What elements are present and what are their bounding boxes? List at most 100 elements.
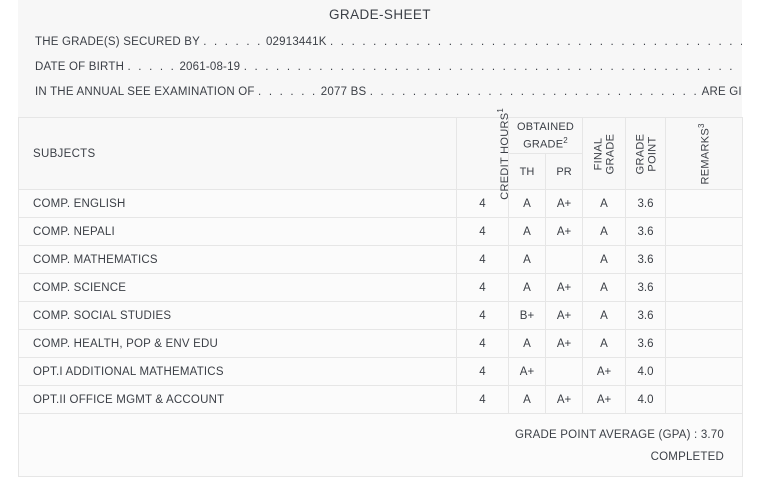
intro-line1-value: 02913441K <box>265 36 327 48</box>
cell-grade-point: 3.6 <box>625 245 667 274</box>
obtained-grade-footnote: 2 <box>563 135 568 145</box>
grade-table-wrap: SUBJECTS CREDIT HOURS1 OBTAINED GRADE2 F… <box>17 108 744 477</box>
cell-remarks <box>665 357 744 386</box>
cell-pr <box>544 245 584 274</box>
cell-remarks <box>665 329 744 358</box>
credit-hours-footnote: 1 <box>496 107 506 113</box>
cell-pr: A+ <box>544 189 584 218</box>
cell-final-grade: A <box>582 301 627 330</box>
intro-line3-dots-after: . . . . . . . . . . . . . . . . . . . . … <box>369 86 699 98</box>
column-header-final-grade: FINAL GRADE <box>582 117 627 190</box>
column-header-grade-point: GRADE POINT <box>625 117 667 190</box>
cell-subject: COMP. ENGLISH <box>18 189 457 218</box>
cell-final-grade: A <box>582 329 627 358</box>
cell-th: A <box>508 189 546 218</box>
footer-row: GRADE POINT AVERAGE (GPA) : 3.70 COMPLET… <box>17 413 744 477</box>
status-line: COMPLETED <box>650 451 725 463</box>
cell-subject: COMP. HEALTH, POP & ENV EDU <box>18 329 457 358</box>
intro-line3-label: IN THE ANNUAL SEE EXAMINATION OF <box>35 86 255 98</box>
cell-credit-hours: 4 <box>456 385 509 414</box>
cell-final-grade: A <box>582 245 627 274</box>
column-header-pr: PR <box>544 153 584 190</box>
cell-credit-hours: 4 <box>456 273 509 302</box>
grade-table-head: SUBJECTS CREDIT HOURS1 OBTAINED GRADE2 F… <box>18 108 744 199</box>
cell-subject: COMP. MATHEMATICS <box>18 245 457 274</box>
cell-final-grade: A <box>582 189 627 218</box>
cell-pr <box>544 357 584 386</box>
header-row-top: SUBJECTS CREDIT HOURS1 OBTAINED GRADE2 F… <box>18 108 744 199</box>
grade-sheet-card: GRADE-SHEET THE GRADE(S) SECURED BY . . … <box>17 0 744 477</box>
cell-credit-hours: 4 <box>456 301 509 330</box>
final-grade-line1: FINAL <box>592 137 605 170</box>
cell-pr: A+ <box>544 329 584 358</box>
credit-hours-text: CREDIT HOURS <box>498 112 511 200</box>
cell-credit-hours: 4 <box>456 329 509 358</box>
cell-subject: COMP. SOCIAL STUDIES <box>18 301 457 330</box>
cell-pr: A+ <box>544 301 584 330</box>
cell-grade-point: 3.6 <box>625 301 667 330</box>
intro-line2-dots-before: . . . . . <box>127 61 177 73</box>
footer-cell: GRADE POINT AVERAGE (GPA) : 3.70 COMPLET… <box>17 413 744 477</box>
cell-th: A <box>508 245 546 274</box>
intro-line3-tail: ARE GIVEN BELOW . . . <box>701 86 742 98</box>
table-row: COMP. SOCIAL STUDIES 4 B+ A+ A 3.6 <box>18 301 744 330</box>
table-row: OPT.II OFFICE MGMT & ACCOUNT 4 A A+ A+ 4.0 <box>18 385 744 414</box>
header-row-sub: TH PR <box>19 153 743 190</box>
intro-line2-dots-after: . . . . . . . . . . . . . . . . . . . . … <box>243 61 735 73</box>
cell-th: A <box>508 217 546 246</box>
cell-grade-point: 3.6 <box>625 329 667 358</box>
intro-line-exam: IN THE ANNUAL SEE EXAMINATION OF . . . .… <box>18 80 742 105</box>
remarks-rotated-label: REMARKS3 <box>696 123 712 184</box>
table-row: COMP. SCIENCE 4 A A+ A 3.6 <box>18 273 744 302</box>
cell-remarks <box>665 189 744 218</box>
cell-pr: A+ <box>544 273 584 302</box>
intro-line3-value: 2077 BS <box>320 86 367 98</box>
cell-remarks <box>665 301 744 330</box>
intro-line1-dots-after: . . . . . . . . . . . . . . . . . . . . … <box>330 36 742 48</box>
intro-line-dob: DATE OF BIRTH . . . . . 2061-08-19 . . .… <box>18 55 742 80</box>
cell-remarks <box>665 245 744 274</box>
column-header-subjects: SUBJECTS <box>18 117 457 190</box>
grade-point-line1: GRADE <box>634 133 647 174</box>
cell-grade-point: 3.6 <box>625 217 667 246</box>
grade-point-line2: POINT <box>646 135 659 172</box>
cell-subject: OPT.I ADDITIONAL MATHEMATICS <box>18 357 457 386</box>
cell-th: A+ <box>508 357 546 386</box>
intro-line2-value: 2061-08-19 <box>179 61 241 73</box>
cell-grade-point: 4.0 <box>625 385 667 414</box>
intro-line3-dots-before: . . . . . . <box>258 86 318 98</box>
cell-th: B+ <box>508 301 546 330</box>
credit-hours-rotated-label: CREDIT HOURS1 <box>495 108 511 200</box>
cell-grade-point: 3.6 <box>625 273 667 302</box>
gpa-line: GRADE POINT AVERAGE (GPA) : 3.70 <box>515 429 725 441</box>
grade-table-foot: GRADE POINT AVERAGE (GPA) : 3.70 COMPLET… <box>17 413 744 477</box>
cell-remarks <box>665 273 744 302</box>
column-header-credit-hours: CREDIT HOURS1 <box>456 108 511 199</box>
footer-inner: GRADE POINT AVERAGE (GPA) : 3.70 COMPLET… <box>19 414 742 476</box>
intro-line1-dots-before: . . . . . . <box>203 36 263 48</box>
table-row: COMP. MATHEMATICS 4 A A 3.6 <box>18 245 744 274</box>
cell-remarks <box>665 385 744 414</box>
final-grade-line2: GRADE <box>604 133 617 174</box>
intro-line2-label: DATE OF BIRTH <box>35 61 125 73</box>
cell-remarks <box>665 217 744 246</box>
column-header-th: TH <box>508 153 546 190</box>
table-row: COMP. ENGLISH 4 A A+ A 3.6 <box>18 189 744 218</box>
cell-final-grade: A <box>582 273 627 302</box>
intro-line-candidate: THE GRADE(S) SECURED BY . . . . . . 0291… <box>18 30 742 55</box>
cell-credit-hours: 4 <box>456 189 509 218</box>
intro-line1-label: THE GRADE(S) SECURED BY <box>35 36 200 48</box>
remarks-text: REMARKS <box>699 127 712 185</box>
table-row: OPT.I ADDITIONAL MATHEMATICS 4 A+ A+ 4.0 <box>18 357 744 386</box>
cell-subject: COMP. NEPALI <box>18 217 457 246</box>
cell-credit-hours: 4 <box>456 245 509 274</box>
cell-credit-hours: 4 <box>456 357 509 386</box>
cell-pr: A+ <box>544 217 584 246</box>
table-row: COMP. HEALTH, POP & ENV EDU 4 A A+ A 3.6 <box>18 329 744 358</box>
cell-final-grade: A <box>582 217 627 246</box>
grade-point-rotated-label: GRADE POINT <box>634 133 658 174</box>
cell-pr: A+ <box>544 385 584 414</box>
cell-th: A <box>508 385 546 414</box>
column-header-remarks: REMARKS3 <box>665 117 744 190</box>
cell-grade-point: 3.6 <box>625 189 667 218</box>
